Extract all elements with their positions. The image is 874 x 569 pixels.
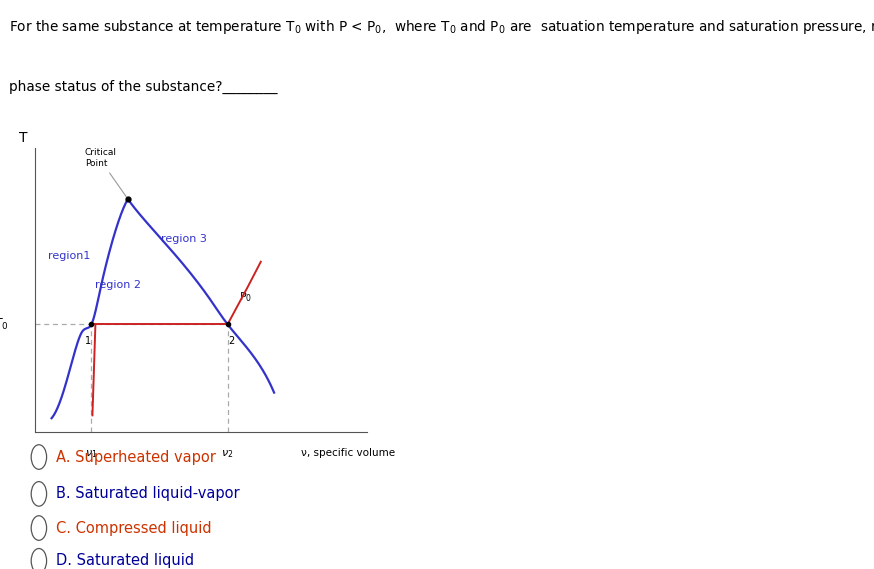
Text: C. Compressed liquid: C. Compressed liquid — [56, 521, 212, 535]
Text: D. Saturated liquid: D. Saturated liquid — [56, 553, 194, 568]
Text: 1: 1 — [85, 336, 91, 346]
Text: phase status of the substance?________: phase status of the substance?________ — [9, 80, 277, 94]
Text: ν, specific volume: ν, specific volume — [301, 448, 395, 458]
Text: B. Saturated liquid-vapor: B. Saturated liquid-vapor — [56, 486, 239, 501]
Text: 2: 2 — [228, 336, 234, 346]
Text: For the same substance at temperature T$_0$ with P < P$_0$,  where T$_0$ and P$_: For the same substance at temperature T$… — [9, 18, 874, 36]
Text: P$_0$: P$_0$ — [239, 290, 253, 304]
Text: Critical
Point: Critical Point — [85, 149, 117, 168]
Text: T: T — [19, 131, 28, 145]
Text: $\nu_2$: $\nu_2$ — [221, 448, 233, 460]
Text: A. Superheated vapor: A. Superheated vapor — [56, 450, 216, 464]
Text: region 3: region 3 — [161, 234, 207, 244]
Text: region 2: region 2 — [94, 279, 141, 290]
Text: region1: region1 — [48, 251, 91, 261]
Text: $\nu_1$: $\nu_1$ — [85, 448, 98, 460]
Text: T$_0$: T$_0$ — [0, 317, 9, 332]
